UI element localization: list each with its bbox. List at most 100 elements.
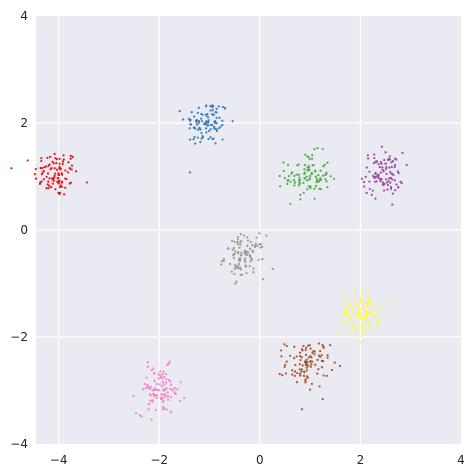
scatter-point [368, 180, 371, 183]
scatter-point [166, 394, 170, 398]
scatter-point [386, 183, 390, 187]
scatter-point [326, 186, 329, 189]
scatter-point [353, 326, 356, 329]
scatter-point [310, 157, 314, 160]
scatter-point [352, 299, 355, 303]
scatter-point [289, 180, 292, 183]
scatter-point [350, 322, 354, 325]
scatter-point [308, 158, 311, 161]
scatter-point [297, 173, 301, 176]
scatter-point [395, 183, 398, 186]
scatter-point [312, 349, 315, 353]
scatter-point [371, 312, 374, 315]
scatter-point [161, 381, 164, 384]
scatter-point [259, 246, 262, 249]
scatter-point [369, 311, 372, 314]
scatter-point [366, 301, 369, 304]
scatter-point [157, 389, 160, 392]
scatter-point [51, 182, 54, 185]
scatter-point [189, 118, 192, 121]
scatter-point [212, 137, 215, 140]
scatter-point [307, 185, 310, 188]
scatter-point [58, 180, 61, 183]
scatter-point [352, 329, 355, 332]
scatter-point [168, 360, 171, 363]
scatter-point [46, 172, 50, 175]
scatter-point [195, 120, 198, 124]
scatter-point [51, 177, 55, 180]
scatter-point [405, 163, 408, 167]
scatter-point [293, 374, 296, 377]
scatter-point [34, 177, 38, 180]
scatter-point [349, 304, 352, 307]
scatter-point [188, 171, 191, 174]
scatter-point [302, 181, 305, 185]
scatter-point [222, 260, 225, 263]
scatter-point [379, 318, 382, 321]
scatter-point [362, 180, 366, 184]
scatter-point [163, 393, 167, 396]
scatter-point [63, 193, 66, 196]
scatter-point [197, 120, 201, 123]
scatter-point [161, 400, 164, 403]
scatter-point [374, 160, 377, 163]
scatter-point [207, 119, 210, 122]
scatter-point [194, 142, 197, 145]
scatter-point [205, 105, 208, 108]
scatter-point [283, 343, 286, 346]
scatter-point [295, 355, 298, 358]
scatter-point [164, 395, 167, 398]
scatter-point [385, 181, 388, 184]
scatter-point [292, 178, 296, 182]
scatter-point [302, 191, 305, 194]
scatter-point [306, 155, 309, 158]
scatter-point [366, 154, 369, 157]
scatter-point [318, 187, 321, 190]
scatter-point [397, 185, 400, 189]
scatter-point [58, 162, 61, 165]
scatter-point [132, 395, 135, 398]
scatter-point [306, 169, 309, 172]
scatter-point [305, 366, 308, 369]
scatter-point [164, 373, 167, 376]
scatter-point [303, 177, 306, 180]
scatter-point [391, 192, 394, 195]
scatter-point [366, 290, 369, 293]
scatter-point [167, 362, 170, 365]
scatter-point [199, 140, 202, 144]
scatter-point [285, 360, 288, 363]
scatter-point [388, 158, 392, 161]
scatter-point [379, 171, 382, 174]
scatter-point [293, 357, 296, 360]
scatter-point [313, 187, 316, 190]
scatter-point [56, 180, 59, 184]
scatter-point [358, 328, 361, 331]
scatter-point [70, 168, 73, 171]
scatter-point [152, 393, 156, 396]
scatter-point [163, 407, 166, 410]
scatter-point [298, 368, 301, 371]
scatter-point [230, 239, 234, 242]
scatter-point [259, 242, 262, 246]
scatter-point [163, 375, 166, 379]
x-tick-label: 4 [457, 453, 465, 467]
scatter-point [300, 348, 304, 351]
scatter-point [359, 314, 363, 317]
scatter-point [389, 170, 392, 174]
scatter-point [298, 176, 301, 179]
scatter-point [173, 387, 176, 390]
scatter-point [48, 177, 51, 180]
scatter-point [385, 178, 388, 181]
scatter-point [368, 187, 371, 191]
scatter-point [67, 161, 70, 164]
scatter-point [215, 129, 218, 132]
scatter-point [381, 183, 385, 186]
scatter-point [316, 358, 319, 361]
scatter-point [391, 203, 394, 206]
scatter-point [239, 268, 242, 271]
scatter-point [230, 270, 233, 273]
scatter-point [365, 191, 368, 195]
scatter-point [170, 383, 173, 386]
scatter-point [200, 137, 203, 140]
scatter-point [378, 165, 381, 169]
